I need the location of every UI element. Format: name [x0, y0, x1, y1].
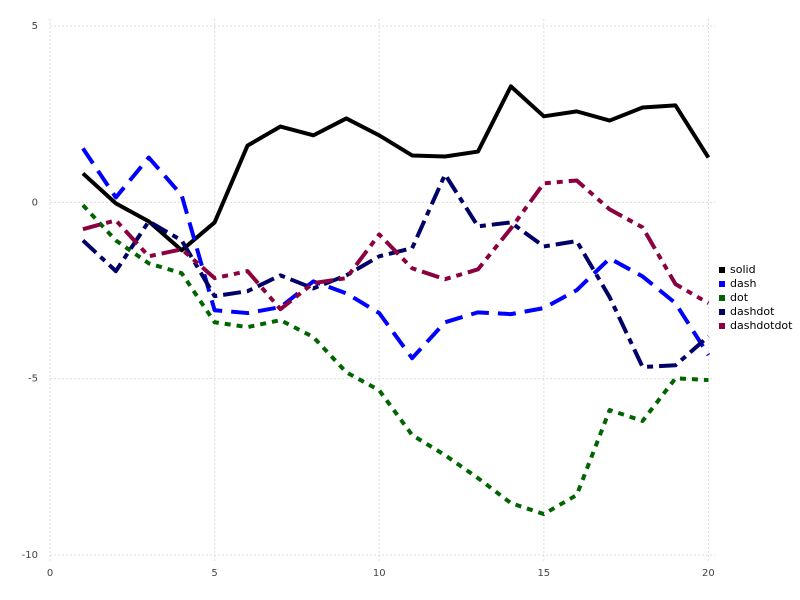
legend-label: dashdot [730, 305, 775, 318]
line-series [81, 84, 711, 253]
y-tick-label: 0 [32, 197, 38, 208]
x-tick-label: 15 [537, 568, 550, 579]
legend-swatch [719, 281, 725, 287]
line-series [81, 203, 709, 517]
x-tick-label: 10 [373, 568, 386, 579]
line-series [82, 178, 710, 312]
legend-label: dot [730, 291, 749, 304]
y-tick-label: -5 [28, 374, 38, 385]
legend-swatch [719, 309, 725, 315]
legend-swatch [719, 323, 725, 329]
legend-swatch [719, 295, 725, 301]
legend-label: dash [730, 277, 756, 290]
y-tick-label: 5 [32, 21, 38, 32]
line-series [81, 147, 711, 361]
x-tick-label: 0 [47, 568, 53, 579]
legend-label: solid [730, 263, 756, 276]
legend-swatch [719, 267, 725, 273]
y-tick-label: -10 [22, 550, 38, 561]
x-tick-label: 5 [211, 568, 217, 579]
x-tick-label: 20 [702, 568, 715, 579]
legend-label: dashdotdot [730, 319, 793, 332]
